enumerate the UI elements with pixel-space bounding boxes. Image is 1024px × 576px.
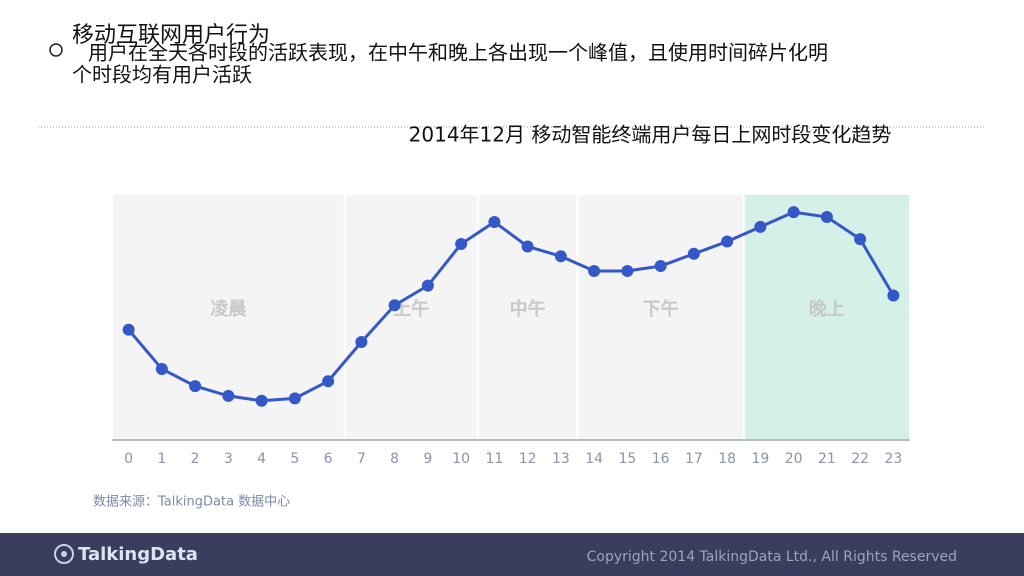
data-point: [754, 220, 767, 233]
footer-bar: [0, 533, 1024, 576]
footer-logo: TalkingData: [78, 544, 198, 565]
data-point: [621, 264, 634, 277]
x-tick-label: 15: [618, 451, 636, 467]
period-label: 下午: [643, 298, 679, 320]
bullet-text: 用户在全天各时段的活跃表现，在中午和晚上各出现一个峰值，且使用时间碎片化明: [88, 41, 828, 65]
period-label: 上午: [393, 298, 429, 320]
logo-icon: [54, 544, 74, 564]
x-tick-label: 8: [390, 451, 399, 467]
data-point: [322, 375, 335, 388]
period-label: 晚上: [809, 298, 845, 320]
x-tick-label: 10: [452, 451, 470, 467]
x-tick-label: 14: [585, 451, 603, 467]
data-point: [455, 238, 468, 250]
data-point: [854, 233, 867, 246]
data-point: [122, 323, 135, 336]
x-tick-label: 22: [851, 451, 869, 467]
data-point: [554, 250, 567, 263]
x-tick-label: 11: [485, 451, 503, 467]
data-point: [820, 211, 833, 224]
data-point: [155, 362, 168, 375]
data-point: [588, 264, 601, 277]
period-band: [578, 195, 743, 440]
x-tick-label: 18: [718, 451, 736, 467]
source-note: 数据来源：TalkingData 数据中心: [93, 495, 290, 510]
x-tick-label: 9: [423, 451, 432, 467]
data-point: [388, 299, 401, 312]
x-tick-label: 21: [818, 451, 836, 467]
period-label: 凌晨: [210, 298, 247, 320]
bullet-icon: [49, 43, 63, 57]
x-tick-label: 4: [257, 451, 266, 467]
data-point: [654, 260, 667, 273]
data-point: [255, 394, 268, 407]
data-point: [355, 336, 368, 348]
slide-title: 移动互联网用户行为: [72, 23, 270, 48]
data-point: [488, 215, 501, 228]
data-point: [887, 289, 900, 302]
x-tick-label: 6: [324, 451, 333, 467]
period-band: [478, 195, 577, 440]
period-band: [345, 195, 477, 440]
x-tick-label: 16: [652, 451, 670, 467]
x-tick-label: 7: [357, 451, 366, 467]
x-tick-label: 3: [224, 451, 233, 467]
x-tick-label: 23: [884, 451, 902, 467]
data-point: [222, 389, 235, 402]
chart: 凌晨 上午 中午 下午 晚上0 1 2 3 4 5 6 7 8 9 10 11 12 13 14 15 16 17 18 19…: [112, 195, 910, 467]
data-point: [721, 235, 734, 248]
x-tick-label: 5: [290, 451, 299, 467]
data-point: [288, 392, 301, 405]
bullet-text: 个时段均有用户活跃: [72, 63, 252, 87]
copyright: Copyright 2014 TalkingData Ltd., All Rig…: [587, 549, 957, 565]
x-tick-label: 13: [552, 451, 570, 467]
data-point: [189, 380, 202, 393]
data-point: [687, 247, 700, 260]
period-band: [744, 195, 909, 440]
data-point: [421, 279, 434, 292]
x-tick-label: 20: [785, 451, 803, 467]
x-tick-label: 19: [751, 451, 769, 467]
data-point: [521, 240, 534, 253]
data-point: [787, 206, 800, 219]
x-tick-label: 1: [157, 451, 166, 467]
x-tick-label: 0: [124, 451, 133, 467]
x-tick-label: 17: [685, 451, 703, 467]
x-tick-label: 12: [519, 451, 537, 467]
chart-title: 2014年12月 移动智能终端用户每日上网时段变化趋势: [409, 123, 892, 147]
x-tick-label: 2: [191, 451, 200, 467]
period-label: 中午: [510, 298, 546, 320]
